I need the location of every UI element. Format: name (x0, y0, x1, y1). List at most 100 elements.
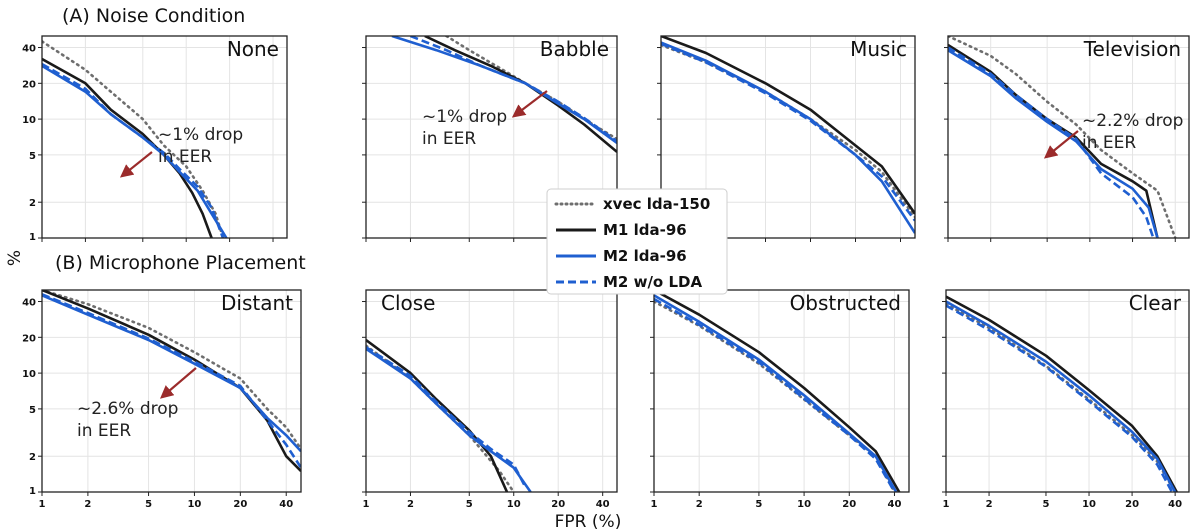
series-line-m2-nolda (654, 297, 896, 492)
x-tick-label: 40 (279, 499, 293, 510)
x-tick-label: 20 (233, 499, 247, 510)
series-line-m2 (946, 300, 1177, 492)
y-tick-label: 10 (22, 115, 36, 126)
y-tick-label: 2 (29, 452, 36, 463)
plot-frame (945, 289, 1190, 493)
section-a-title: (A) Noise Condition (62, 5, 245, 27)
y-tick-label: 5 (29, 151, 36, 162)
legend-label: M2 w/o LDA (603, 273, 702, 291)
annotation-text: in EER (158, 147, 212, 167)
panel-close: 1 2 5 10 20 40 Close (362, 289, 618, 510)
x-tick-label: 5 (145, 499, 152, 510)
annotation-arrow (159, 367, 197, 399)
panel-clear: 1 2 5 10 20 40 Clear (942, 289, 1190, 510)
x-tick-label: 1 (943, 499, 950, 510)
y-tick-label: 40 (22, 298, 36, 309)
series-line-m2 (42, 294, 301, 453)
x-tick-label: 20 (842, 499, 856, 510)
section-b-title: (B) Microphone Placement (55, 252, 306, 274)
panel-music: Music (657, 35, 916, 242)
annotation-text: ~1% drop (422, 107, 507, 127)
x-tick-label: 5 (755, 499, 762, 510)
series-line-m1 (42, 290, 301, 473)
x-tick-label: 10 (1082, 499, 1096, 510)
y-axis-label: % (5, 250, 25, 266)
x-tick-label: 2 (696, 499, 703, 510)
legend-entry: M1 lda-96 (556, 221, 687, 239)
series-line-m1 (946, 295, 1178, 492)
x-tick-label: 20 (551, 499, 565, 510)
x-tick-label: 40 (887, 499, 901, 510)
series-line-m2 (654, 294, 898, 492)
series-line-m2-nolda (366, 346, 527, 488)
series-line-xvec (654, 300, 896, 492)
series-line-xvec (946, 302, 1177, 492)
x-axis-label: FPR (%) (555, 512, 622, 531)
plot-frame (660, 35, 916, 239)
panel-obstructed: 1 2 5 10 20 40 Obstructed (650, 289, 910, 510)
panel-title: Music (850, 37, 907, 61)
series-line-m2 (661, 41, 915, 234)
series-line-m1 (366, 338, 509, 492)
annotation-arrow (511, 90, 548, 118)
x-tick-label: 20 (1125, 499, 1139, 510)
series-line-xvec (42, 290, 301, 451)
panel-title: Babble (540, 37, 609, 61)
series-line-m1 (661, 36, 915, 215)
series-line-m2 (366, 347, 532, 492)
x-tick-label: 5 (1042, 499, 1049, 510)
y-tick-label: 20 (22, 79, 36, 90)
y-tick-label: 1 (29, 232, 36, 243)
x-tick-label: 40 (596, 499, 610, 510)
legend-entry: M2 w/o LDA (556, 273, 702, 291)
plot-frame (365, 289, 618, 493)
legend-box (546, 188, 728, 295)
series-line-m2-nolda (946, 304, 1174, 492)
annotation-arrow (1043, 130, 1079, 159)
plot-frame (365, 35, 618, 239)
legend-entry: xvec lda-150 (554, 195, 710, 213)
x-tick-label: 1 (651, 499, 658, 510)
plot-frame (947, 35, 1190, 239)
plot-frame (41, 35, 288, 239)
annotation-text: in EER (422, 129, 476, 149)
series-line-m2-nolda (661, 42, 915, 222)
x-tick-label: 1 (363, 499, 370, 510)
y-tick-label: 2 (29, 198, 36, 209)
panel-title: None (227, 37, 279, 61)
plot-frame (653, 289, 910, 493)
legend-label: M1 lda-96 (603, 221, 687, 239)
annotation-arrow (119, 151, 153, 178)
series-line-m2-nolda (42, 62, 225, 238)
annotation-text: in EER (77, 421, 131, 441)
panel-title: Close (381, 291, 435, 315)
series-line-m1 (654, 290, 901, 492)
legend: xvec lda-150 M1 lda-96 M2 lda-96 M2 w/o … (546, 188, 728, 295)
plot-frame (41, 289, 302, 493)
x-tick-label: 2 (407, 499, 414, 510)
panel-title: Distant (221, 291, 293, 315)
x-tick-label: 10 (797, 499, 811, 510)
annotation-text: in EER (1082, 133, 1136, 153)
y-tick-label: 1 (29, 486, 36, 497)
y-tick-label: 5 (29, 405, 36, 416)
y-tick-label: 20 (22, 333, 36, 344)
x-tick-label: 1 (39, 499, 46, 510)
legend-label: xvec lda-150 (603, 195, 710, 213)
x-tick-label: 40 (1168, 499, 1182, 510)
series-line-xvec (948, 36, 1177, 238)
x-tick-label: 2 (84, 499, 91, 510)
panel-title: Television (1083, 37, 1181, 61)
x-tick-label: 10 (507, 499, 521, 510)
annotation-text: ~2.6% drop (77, 399, 178, 419)
series-line-m2 (948, 49, 1159, 238)
panel-title: Obstructed (790, 291, 901, 315)
annotation-text: ~2.2% drop (1082, 111, 1183, 131)
y-tick-label: 10 (22, 369, 36, 380)
legend-entry: M2 lda-96 (556, 247, 687, 265)
